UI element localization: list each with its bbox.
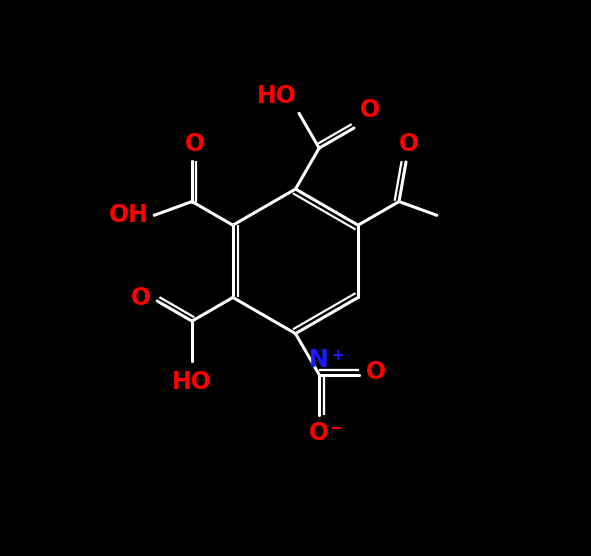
Text: +: + <box>332 349 344 364</box>
Text: OH: OH <box>109 203 149 227</box>
Text: O: O <box>309 421 329 445</box>
Text: O: O <box>131 286 151 310</box>
Text: O: O <box>366 360 386 384</box>
Text: −: − <box>329 421 342 436</box>
Text: HO: HO <box>172 370 212 394</box>
Text: O: O <box>185 132 205 156</box>
Text: O: O <box>399 132 419 156</box>
Text: N: N <box>309 348 329 372</box>
Text: HO: HO <box>256 84 296 108</box>
Text: O: O <box>359 98 379 122</box>
